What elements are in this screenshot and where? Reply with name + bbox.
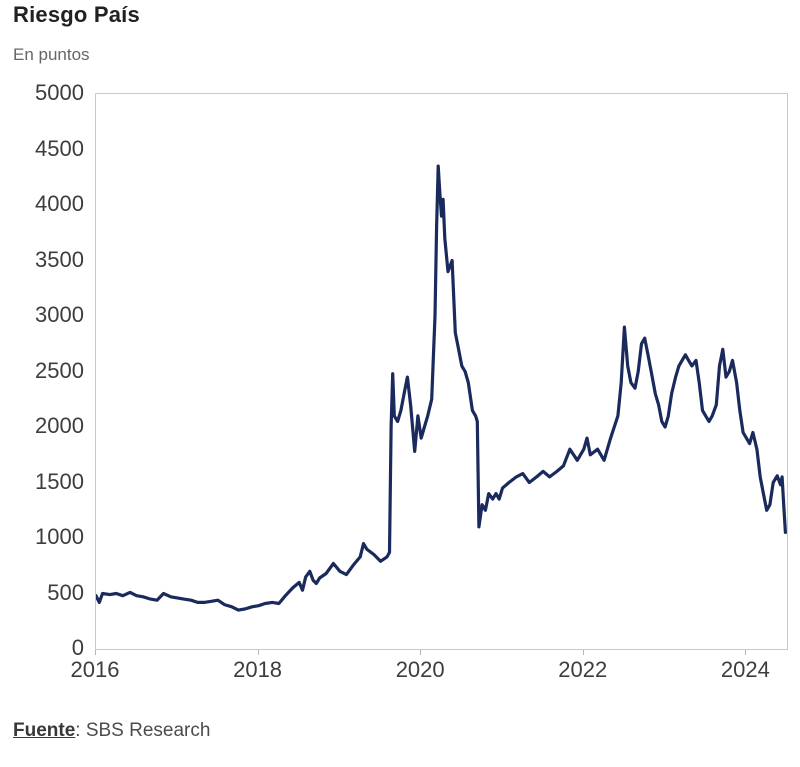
y-tick-label: 4000 (35, 191, 84, 216)
x-tick-mark (582, 650, 584, 655)
x-tick-label: 2016 (70, 657, 120, 682)
y-tick-label: 0 (71, 635, 84, 660)
y-tick-label: 5000 (35, 80, 84, 105)
y-tick-label: 3000 (35, 302, 84, 327)
y-tick-label: 500 (47, 579, 84, 605)
y-axis: 0 500 1000 1500 2000 2500 3000 3500 4000 4500 5000 (0, 80, 84, 660)
risk-line-chart (96, 164, 787, 612)
x-tick-label: 2024 (720, 657, 770, 682)
x-tick-mark (95, 650, 96, 655)
x-tick-mark (257, 650, 259, 655)
x-tick-label: 2018 (233, 657, 283, 682)
y-tick-label: 1000 (35, 524, 84, 549)
source-note: Fuente: SBS Research (13, 720, 210, 742)
chart-title: Riesgo País (13, 2, 140, 27)
x-tick-mark (745, 650, 747, 655)
risk-line (96, 164, 787, 612)
y-tick-label: 4500 (35, 135, 84, 161)
x-axis: 2016 2018 2020 2022 2024 (71, 657, 788, 687)
source-text: : SBS Research (75, 720, 211, 741)
x-tick-label: 2020 (395, 657, 445, 682)
y-tick-label: 1500 (35, 468, 84, 494)
x-tick-mark (420, 650, 422, 655)
y-tick-label: 2500 (35, 357, 84, 383)
y-tick-label: 3500 (35, 246, 84, 272)
source-label: Fuente (13, 720, 76, 741)
plot-area (95, 93, 788, 650)
x-axis-tick-marks (95, 650, 788, 656)
y-tick-label: 2000 (35, 413, 84, 438)
x-tick-label: 2022 (558, 657, 608, 682)
chart-subtitle: En puntos (13, 45, 90, 64)
